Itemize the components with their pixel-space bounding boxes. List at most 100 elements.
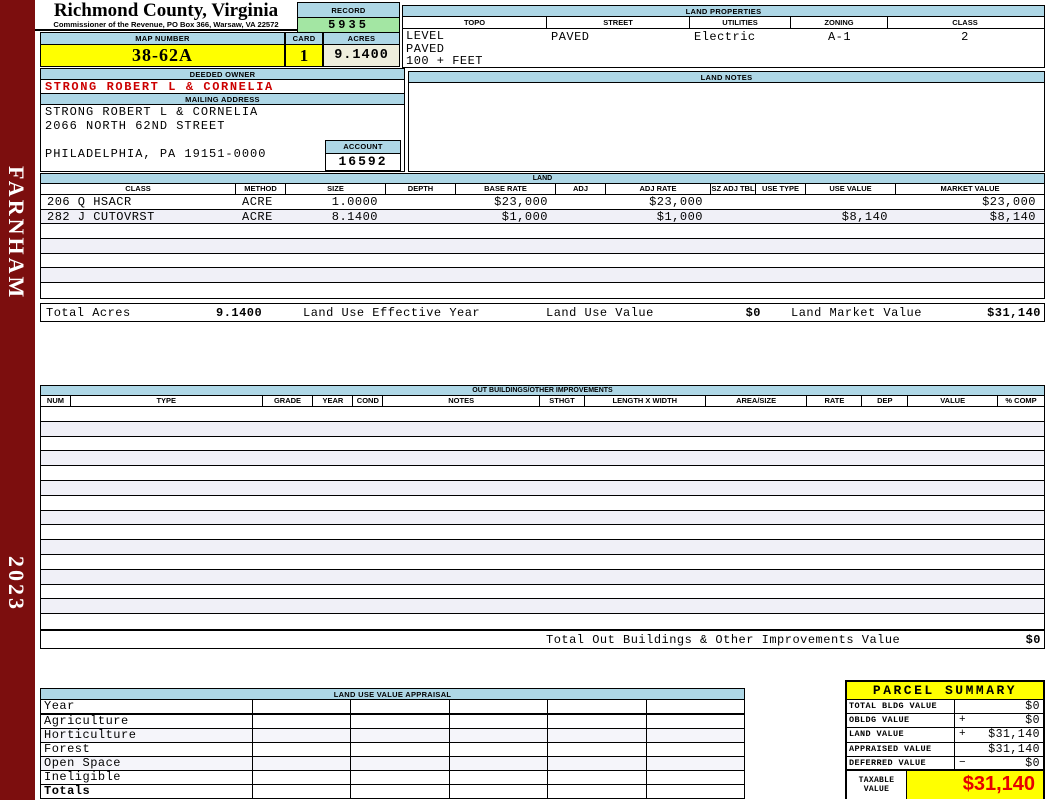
out-buildings-table: OUT BUILDINGS/OTHER IMPROVEMENTS NUM TYPE… (40, 385, 1045, 630)
land-cell-use_type (756, 283, 806, 298)
parcel-summary-row-op: − (959, 756, 966, 769)
land-use-appraisal-cell (647, 743, 744, 756)
out-buildings-row (41, 510, 1044, 526)
land-col-header: MARKET VALUE (940, 184, 1000, 193)
land-use-appraisal-cell (647, 771, 744, 784)
card-label: CARD (285, 32, 323, 45)
land-cell-market_value (896, 254, 1044, 268)
land-use-appraisal-cell (351, 729, 450, 742)
land-cell-adj_rate (606, 268, 711, 282)
out-buildings-row (41, 421, 1044, 437)
land-use-value-label: Land Use Value (546, 306, 654, 320)
land-cell-method: ACRE (242, 195, 273, 209)
land-use-appraisal-cell (647, 757, 744, 770)
land-use-appraisal-rows: Year Agriculture Horticulture Forest Open Sp… (41, 700, 744, 799)
land-use-appraisal-cell (351, 785, 450, 799)
land-use-appraisal-cell (647, 715, 744, 728)
land-cell-size (286, 283, 386, 298)
record-value: 5935 (298, 18, 399, 32)
land-col-header: ADJ (556, 184, 606, 194)
land-use-appraisal-row-label: Forest (41, 743, 253, 756)
land-cell-adj_rate (606, 283, 711, 298)
land-use-appraisal-cell (253, 785, 352, 799)
land-cell-adj_rate (606, 254, 711, 268)
land-use-appraisal-row-label: Totals (41, 785, 253, 799)
land-cell-size (286, 254, 386, 268)
land-use-appraisal-cell (450, 757, 549, 770)
land-cell-sz_adj_tbl (711, 239, 756, 253)
out-buildings-col-header: VALUE (908, 396, 999, 406)
out-buildings-totals-row: Total Out Buildings & Other Improvements… (40, 630, 1045, 649)
land-cell-adj_rate (606, 239, 711, 253)
land-use-appraisal-cell (548, 715, 647, 728)
land-col-header: SIZE (286, 184, 386, 194)
land-cell-market_value (896, 268, 1044, 282)
land-cell-base_rate (456, 268, 556, 282)
land-properties-title: LAND PROPERTIES (403, 6, 1044, 17)
land-cell-market_value (896, 239, 1044, 253)
mailing-address-label: MAILING ADDRESS (41, 94, 404, 105)
land-use-appraisal-table: LAND USE VALUE APPRAISAL Year Agriculture… (40, 688, 745, 799)
land-cell-method (236, 268, 286, 282)
land-use-appraisal-cell (450, 700, 549, 713)
land-cell-class (41, 283, 236, 298)
land-cell-size (286, 224, 386, 238)
land-cell-use_value (806, 224, 896, 238)
land-properties-col-header: UTILITIES (690, 17, 791, 28)
land-use-appraisal-cell (647, 700, 744, 713)
land-cell-base_rate: $23,000 (494, 195, 548, 209)
parcel-summary-row-value: $0 (1025, 714, 1040, 728)
land-use-appraisal-cell (351, 771, 450, 784)
land-cell-method (236, 254, 286, 268)
land-row (41, 283, 1044, 298)
land-table-header-row: CLASS METHOD SIZE DEPTH BASE RATE ADJ ADJ RATE… (41, 184, 1044, 195)
land-use-appraisal-cell (253, 771, 352, 784)
land-row: 282 J CUTOVRST ACRE 8.1400 $1,000 $1,000 $8,1… (41, 209, 1044, 225)
parcel-summary-row-value: $31,140 (988, 728, 1040, 742)
account-label: ACCOUNT (326, 141, 400, 154)
out-buildings-row (41, 480, 1044, 496)
mailing-address-line: STRONG ROBERT L & CORNELIA (45, 105, 259, 119)
utilities-value: Electric (694, 30, 756, 44)
land-use-appraisal-cell (351, 757, 450, 770)
land-use-value: $0 (745, 306, 761, 320)
parcel-summary-row: APPRAISED VALUE $31,140 (847, 742, 1043, 757)
out-buildings-row (41, 407, 1044, 422)
out-buildings-row (41, 451, 1044, 467)
land-table: LAND CLASS METHOD SIZE DEPTH BASE RATE ADJ ADJ… (40, 173, 1045, 299)
out-buildings-row (41, 555, 1044, 570)
land-market-value: $31,140 (987, 306, 1041, 320)
land-cell-class (41, 254, 236, 268)
land-cell-size (286, 239, 386, 253)
out-buildings-header-row: NUM TYPE GRADE YEAR COND NOTES STHGT LENGTH X W… (41, 396, 1044, 407)
land-col-header: USE TYPE (756, 184, 806, 194)
land-cell-base_rate (456, 283, 556, 298)
land-cell-use_value (806, 254, 896, 268)
out-buildings-col-header: DEP (862, 396, 909, 406)
land-cell-sz_adj_tbl (711, 254, 756, 268)
land-use-appraisal-cell (450, 729, 549, 742)
land-properties-col-header: ZONING (791, 17, 888, 28)
land-cell-depth (386, 210, 456, 224)
topo-value-line: LEVEL (406, 29, 445, 43)
district-label: FARNHAM (4, 166, 29, 301)
land-cell-use_value: $8,140 (841, 209, 888, 224)
acres-value: 9.1400 (323, 45, 400, 67)
land-cell-depth (386, 224, 456, 238)
parcel-summary-row-value: $31,140 (988, 742, 1040, 756)
out-buildings-row (41, 540, 1044, 555)
map-number-value: 38-62A (40, 45, 285, 67)
land-use-appraisal-row: Horticulture (41, 729, 744, 743)
land-cell-sz_adj_tbl (711, 224, 756, 238)
land-cell-adj_rate (606, 224, 711, 238)
parcel-summary-row-value: $0 (1025, 756, 1040, 770)
land-cell-base_rate (456, 224, 556, 238)
out-buildings-row (41, 466, 1044, 481)
land-use-appraisal-cell (253, 729, 352, 742)
land-use-appraisal-cell (450, 785, 549, 799)
land-cell-adj (556, 210, 606, 224)
land-use-appraisal-cell (253, 700, 352, 713)
land-row (41, 239, 1044, 254)
land-use-appraisal-cell (647, 785, 744, 799)
